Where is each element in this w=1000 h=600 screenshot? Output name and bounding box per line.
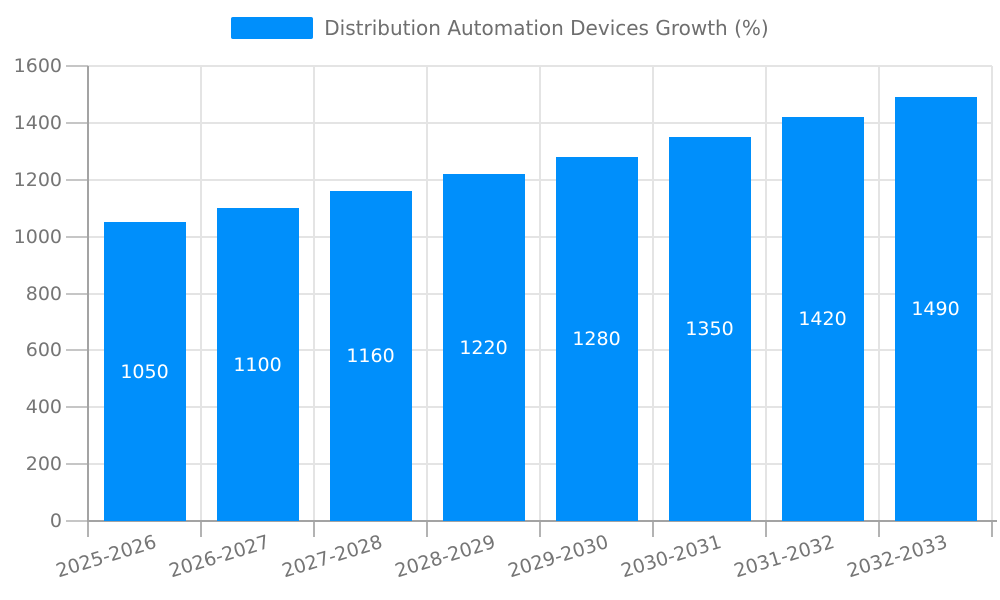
legend-label: Distribution Automation Devices Growth (… <box>324 16 769 40</box>
v-gridline <box>200 66 202 521</box>
x-tick-label: 2028-2029 <box>392 531 498 583</box>
bar[interactable]: 1350 <box>668 137 751 521</box>
v-gridline <box>765 66 767 521</box>
y-tick-label: 400 <box>25 396 62 419</box>
bar-value-label: 1100 <box>233 353 282 376</box>
legend-marker <box>231 17 314 39</box>
v-gridline <box>313 66 315 521</box>
y-tick-label: 200 <box>25 453 62 476</box>
bar[interactable]: 1100 <box>216 208 299 521</box>
x-axis-tick <box>539 521 541 537</box>
bar-value-label: 1220 <box>459 336 508 359</box>
y-tick-label: 600 <box>25 339 62 362</box>
bar[interactable]: 1420 <box>781 117 864 521</box>
v-gridline <box>652 66 654 521</box>
y-axis-tick <box>66 65 88 67</box>
y-axis-tick <box>66 463 88 466</box>
y-axis-tick <box>66 121 88 124</box>
bar-value-label: 1490 <box>911 298 960 321</box>
x-axis-tick <box>878 521 880 537</box>
v-gridline <box>878 66 880 521</box>
v-gridline <box>991 66 993 521</box>
x-tick-label: 2027-2028 <box>279 531 385 583</box>
x-axis-tick <box>991 521 993 537</box>
y-tick-label: 1600 <box>13 55 62 77</box>
bar[interactable]: 1050 <box>103 222 186 521</box>
y-axis-tick <box>66 520 88 522</box>
chart-legend: Distribution Automation Devices Growth (… <box>0 16 1000 40</box>
x-axis-tick <box>765 521 767 537</box>
x-axis-line <box>87 520 997 522</box>
bar[interactable]: 1220 <box>442 174 525 521</box>
y-axis-tick <box>66 235 88 238</box>
x-axis-tick <box>313 521 315 537</box>
bar-value-label: 1160 <box>346 345 395 368</box>
x-axis-tick <box>652 521 654 537</box>
x-tick-label: 2025-2026 <box>53 531 159 583</box>
y-axis-tick <box>66 406 88 409</box>
bar[interactable]: 1280 <box>555 157 638 521</box>
y-axis-tick <box>66 349 88 352</box>
bar-value-label: 1420 <box>798 308 847 331</box>
legend-item[interactable]: Distribution Automation Devices Growth (… <box>231 16 769 40</box>
y-axis-tick <box>66 178 88 181</box>
x-tick-label: 2030-2031 <box>618 531 724 583</box>
bar-value-label: 1050 <box>120 360 169 383</box>
v-gridline <box>539 66 541 521</box>
y-tick-label: 1400 <box>13 111 62 134</box>
x-axis-tick <box>87 521 89 537</box>
y-tick-label: 800 <box>25 282 62 305</box>
y-tick-label: 1000 <box>13 225 62 248</box>
bar[interactable]: 1490 <box>894 97 977 521</box>
y-axis-tick <box>66 292 88 295</box>
bar-value-label: 1280 <box>572 328 621 350</box>
x-axis-tick <box>200 521 202 537</box>
y-axis-line <box>87 66 89 521</box>
v-gridline <box>426 66 428 521</box>
y-tick-label: 0 <box>49 510 62 532</box>
x-tick-label: 2029-2030 <box>505 531 611 583</box>
bar-value-label: 1350 <box>685 318 734 341</box>
bar[interactable]: 1160 <box>329 191 412 521</box>
x-tick-label: 2031-2032 <box>731 531 837 583</box>
y-tick-label: 1200 <box>13 168 62 191</box>
x-tick-label: 2026-2027 <box>166 531 272 583</box>
x-axis-tick <box>426 521 428 537</box>
x-tick-label: 2032-2033 <box>844 531 950 583</box>
